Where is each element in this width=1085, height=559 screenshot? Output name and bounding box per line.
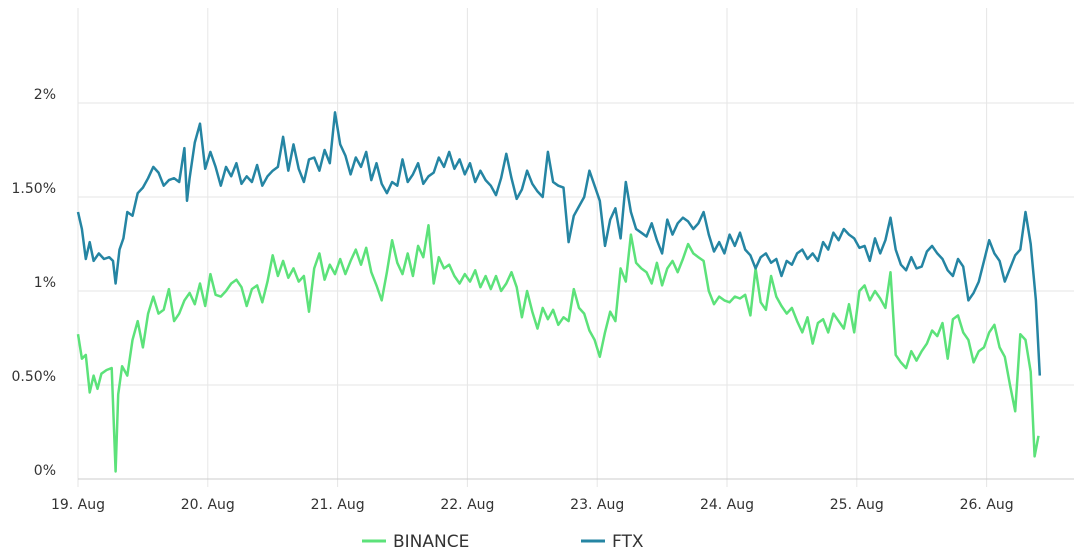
y-tick-label: 0.50% (12, 369, 56, 385)
legend-label-binance: BINANCE (393, 532, 469, 552)
legend-item-binance[interactable]: BINANCE (362, 532, 469, 552)
x-axis-labels: 19. Aug 20. Aug 21. Aug 22. Aug 23. Aug 24. A… (51, 497, 1014, 513)
x-tick-label: 22. Aug (440, 497, 494, 513)
y-tick-label: 0% (34, 463, 56, 479)
legend-item-ftx[interactable]: FTX (581, 532, 644, 552)
y-axis-labels: 0% 0.50% 1% 1.50% 2% (12, 87, 56, 479)
x-tick-label: 26. Aug (960, 497, 1014, 513)
grid-lines (77, 8, 1074, 487)
x-tick-label: 24. Aug (700, 497, 754, 513)
y-tick-label: 1.50% (12, 181, 56, 197)
x-tick-label: 21. Aug (311, 497, 365, 513)
x-tick-label: 19. Aug (51, 497, 105, 513)
x-tick-label: 23. Aug (570, 497, 624, 513)
x-tick-label: 25. Aug (830, 497, 884, 513)
legend: BINANCE FTX (362, 532, 644, 552)
series-line-ftx[interactable] (76, 111, 1042, 376)
legend-label-ftx: FTX (612, 532, 644, 552)
series-lines (76, 111, 1042, 473)
x-tick-label: 20. Aug (181, 497, 235, 513)
y-tick-label: 1% (34, 275, 56, 291)
series-line-binance[interactable] (76, 223, 1040, 473)
y-tick-label: 2% (34, 87, 56, 103)
